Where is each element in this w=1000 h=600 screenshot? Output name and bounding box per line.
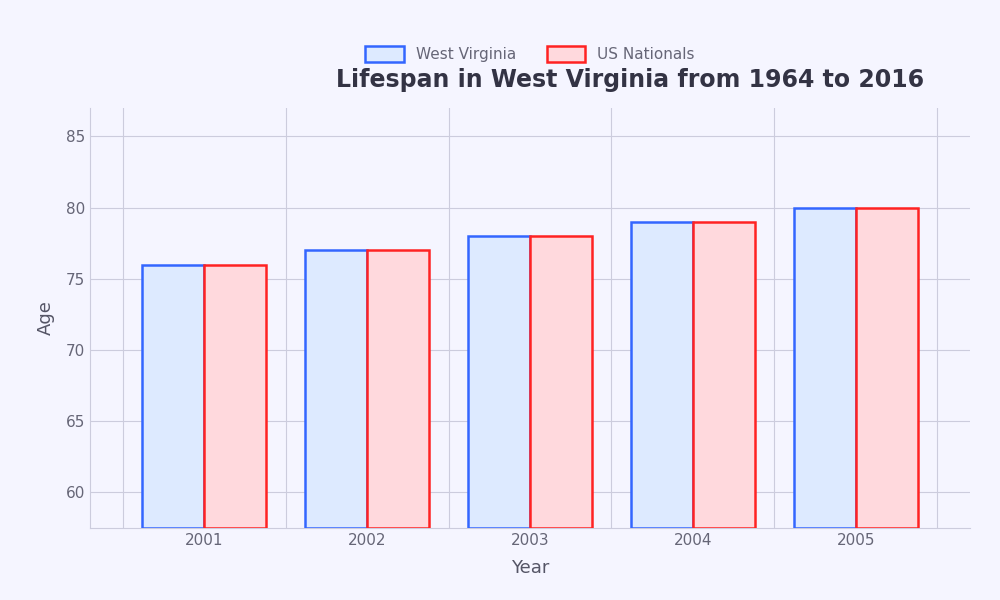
Legend: West Virginia, US Nationals: West Virginia, US Nationals [359,40,701,68]
Text: Lifespan in West Virginia from 1964 to 2016: Lifespan in West Virginia from 1964 to 2… [336,68,925,92]
X-axis label: Year: Year [511,559,549,577]
Bar [468,236,530,528]
Bar [631,222,693,528]
Bar [693,222,755,528]
Bar [856,208,918,528]
Y-axis label: Age: Age [37,301,55,335]
Bar [530,236,592,528]
Bar [305,250,367,528]
Bar [204,265,266,528]
Bar [794,208,856,528]
Bar [142,265,204,528]
Bar [367,250,429,528]
